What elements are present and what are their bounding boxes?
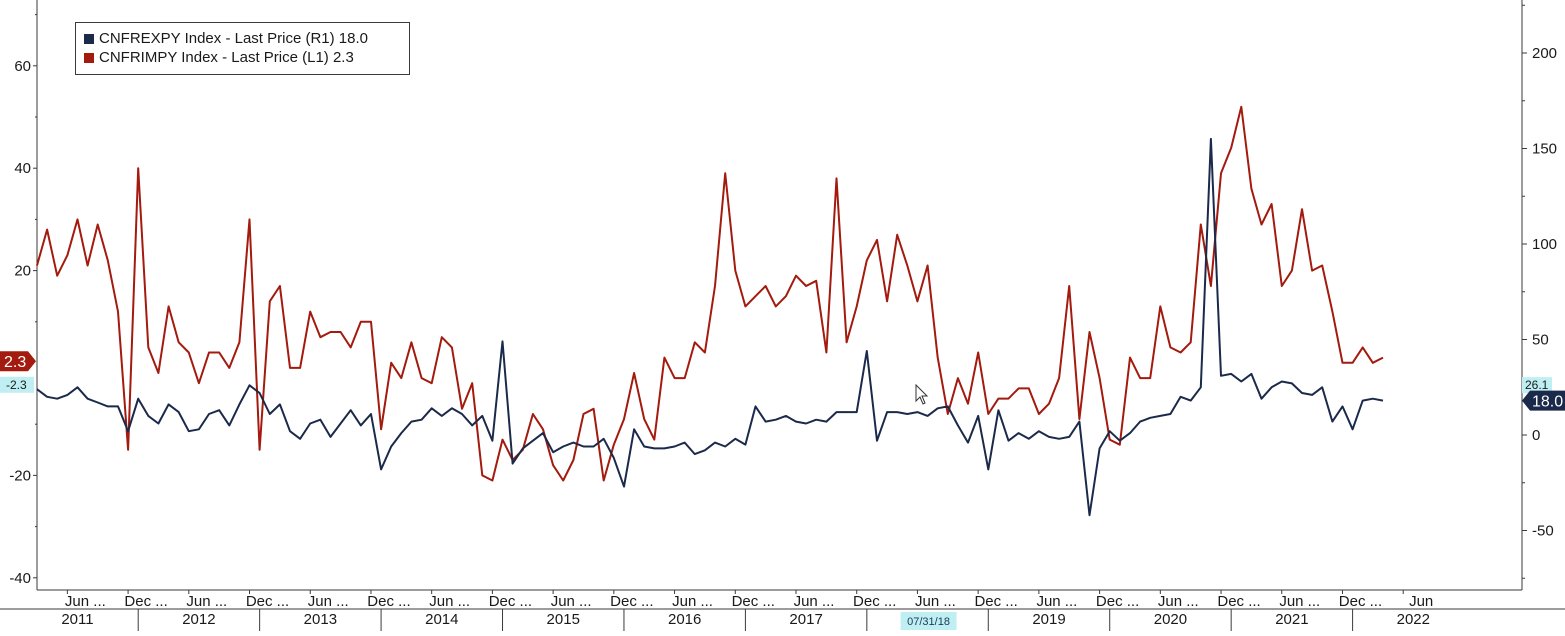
x-year-label: 2019 xyxy=(1032,611,1065,628)
x-year-label: 2011 xyxy=(61,611,93,628)
x-year-label: 2012 xyxy=(182,611,215,628)
x-month-label: Jun ... xyxy=(186,593,227,610)
x-month-label: Jun xyxy=(1409,593,1433,610)
right-tick-label: 0 xyxy=(1532,427,1540,444)
right-cursor-label: 26.1 xyxy=(1525,378,1549,392)
x-month-label: Jun ... xyxy=(915,593,956,610)
x-month-label: Dec ... xyxy=(489,593,532,610)
x-month-label: Jun ... xyxy=(429,593,470,610)
legend-entry[interactable]: CNFREXPY Index - Last Price (R1) 18.0 xyxy=(84,29,409,48)
series-line xyxy=(36,137,1384,517)
value-markers: 2.3 -2.3 26.1 18.0 07/31/18 xyxy=(0,351,1565,630)
right-tick-label: 200 xyxy=(1532,45,1557,62)
x-month-label: Dec ... xyxy=(1096,593,1139,610)
x-month-label: Jun ... xyxy=(65,593,106,610)
legend-swatch xyxy=(84,33,94,44)
right-tick-label: 150 xyxy=(1532,141,1557,158)
x-month-label: Jun ... xyxy=(1279,593,1320,610)
legend[interactable]: CNFREXPY Index - Last Price (R1) 18.0 CN… xyxy=(75,22,410,75)
legend-label: CNFREXPY Index - Last Price (R1) 18.0 xyxy=(99,30,368,47)
left-axis: 60 40 20 -20 -40 xyxy=(9,14,37,587)
x-month-label: Dec ... xyxy=(1339,593,1382,610)
legend-entry[interactable]: CNFRIMPY Index - Last Price (L1) 2.3 xyxy=(84,48,409,67)
x-year-label: 2017 xyxy=(789,611,822,628)
left-tick-label: -40 xyxy=(9,570,31,587)
left-tick-label: 40 xyxy=(14,160,31,177)
x-month-label: Dec ... xyxy=(853,593,896,610)
x-month-label: Dec ... xyxy=(124,593,167,610)
right-tick-label: 100 xyxy=(1532,236,1557,253)
right-last-value-tag xyxy=(1522,390,1565,411)
x-month-label: Jun ... xyxy=(672,593,713,610)
mouse-cursor xyxy=(915,383,929,405)
x-month-label: Dec ... xyxy=(246,593,289,610)
left-tick-label: -20 xyxy=(9,467,31,484)
right-tick-label: -50 xyxy=(1532,523,1554,540)
right-cursor-tag xyxy=(1522,377,1552,394)
left-tick-label: 20 xyxy=(14,263,31,280)
x-year-label: 2021 xyxy=(1275,611,1308,628)
series-line xyxy=(36,105,1384,482)
mouse-pointer-icon xyxy=(915,383,929,405)
right-tick-label: 50 xyxy=(1532,332,1549,349)
x-year-label: 2016 xyxy=(668,611,701,628)
x-month-label: Jun ... xyxy=(308,593,349,610)
x-axis: Jun ... Dec ... Jun ... Dec ... Jun ... Dec .… xyxy=(0,590,1565,631)
x-month-label: Dec ... xyxy=(732,593,775,610)
legend-label: CNFRIMPY Index - Last Price (L1) 2.3 xyxy=(99,49,354,66)
left-last-value-tag xyxy=(0,351,36,372)
x-month-label: Jun ... xyxy=(1036,593,1077,610)
right-last-value-label: 18.0 xyxy=(1532,394,1563,411)
x-year-label: 2014 xyxy=(425,611,458,628)
date-cursor-label: 07/31/18 xyxy=(907,616,950,628)
left-tick-label: 60 xyxy=(14,58,31,75)
x-month-label: Jun ... xyxy=(1158,593,1199,610)
x-month-label: Dec ... xyxy=(367,593,410,610)
x-year-label: 2015 xyxy=(547,611,580,628)
x-month-label: Jun ... xyxy=(551,593,592,610)
left-last-value-label: 2.3 xyxy=(4,354,26,371)
legend-swatch xyxy=(84,52,94,63)
x-month-label: Jun ... xyxy=(794,593,835,610)
x-year-label: 2013 xyxy=(304,611,337,628)
x-month-label: Dec ... xyxy=(1217,593,1260,610)
right-axis: 200 150 100 50 0 -50 xyxy=(1522,4,1557,579)
x-year-label: 2022 xyxy=(1397,611,1430,628)
series-lines xyxy=(36,105,1384,517)
x-month-label: Dec ... xyxy=(610,593,653,610)
date-cursor-tag xyxy=(900,612,957,630)
x-year-label: 2020 xyxy=(1154,611,1187,628)
x-month-label: Dec ... xyxy=(974,593,1017,610)
left-cursor-tag xyxy=(0,376,34,393)
left-cursor-label: -2.3 xyxy=(6,378,27,392)
